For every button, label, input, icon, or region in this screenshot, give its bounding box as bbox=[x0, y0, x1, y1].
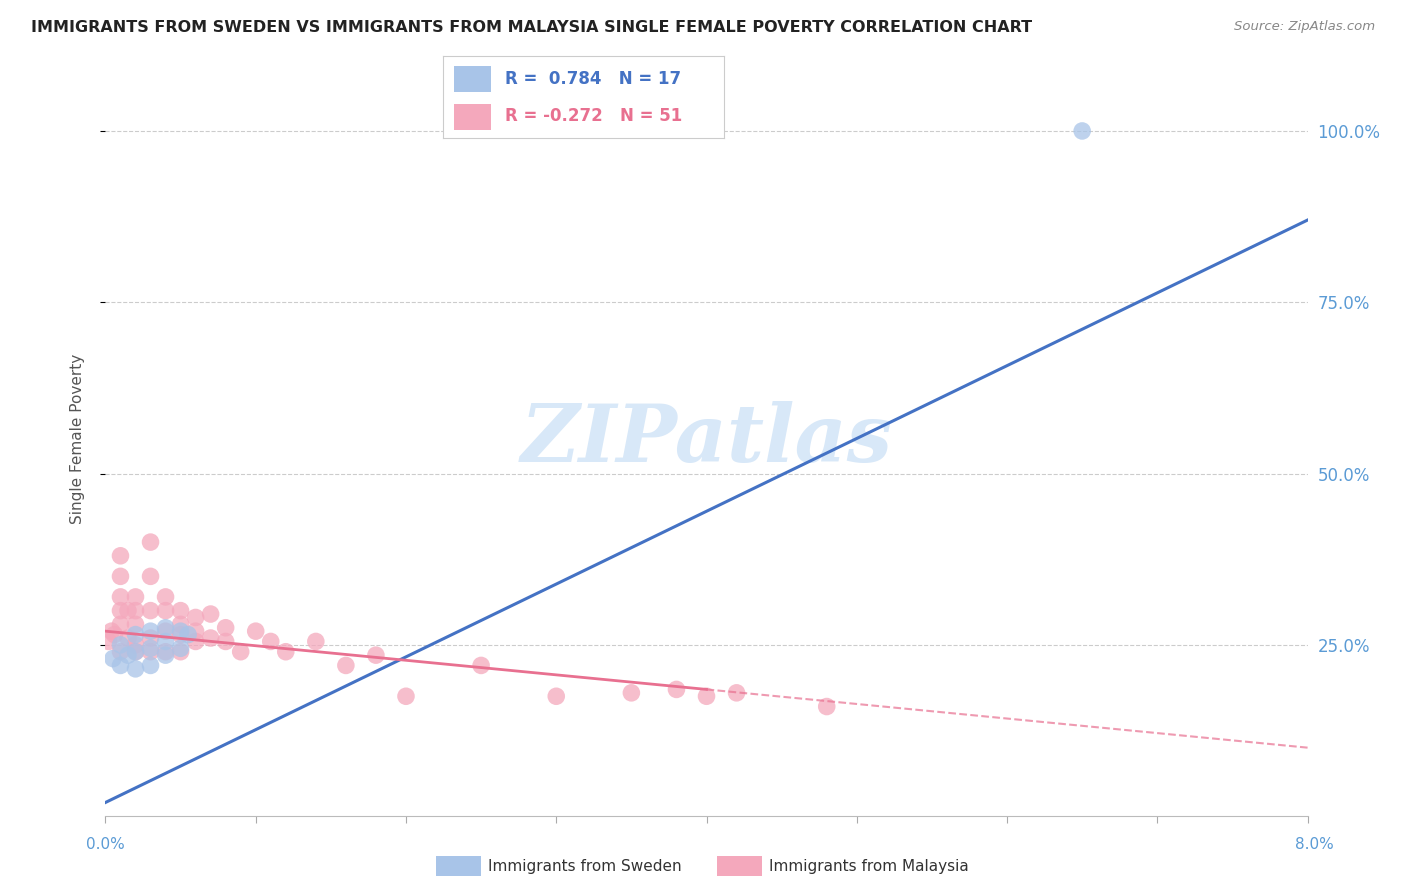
Point bbox=[229, 645, 252, 659]
Point bbox=[124, 617, 146, 632]
Point bbox=[169, 617, 191, 632]
Point bbox=[110, 569, 132, 583]
Point bbox=[155, 645, 177, 659]
Y-axis label: Single Female Poverty: Single Female Poverty bbox=[70, 354, 84, 524]
Text: IMMIGRANTS FROM SWEDEN VS IMMIGRANTS FROM MALAYSIA SINGLE FEMALE POVERTY CORRELA: IMMIGRANTS FROM SWEDEN VS IMMIGRANTS FRO… bbox=[31, 20, 1032, 35]
Bar bbox=[454, 103, 491, 130]
Point bbox=[117, 648, 139, 662]
Point bbox=[155, 648, 177, 662]
Point bbox=[124, 645, 146, 659]
Point bbox=[200, 631, 222, 645]
Point bbox=[169, 641, 191, 656]
Point bbox=[155, 590, 177, 604]
Point bbox=[696, 690, 718, 704]
Point bbox=[139, 641, 162, 656]
Point bbox=[155, 621, 177, 635]
Bar bbox=[454, 66, 491, 92]
Point bbox=[725, 686, 748, 700]
Text: ZIPatlas: ZIPatlas bbox=[520, 401, 893, 478]
Point bbox=[546, 690, 568, 704]
Text: 0.0%: 0.0% bbox=[86, 838, 125, 852]
Point bbox=[117, 631, 139, 645]
Point bbox=[139, 569, 162, 583]
Point bbox=[100, 624, 122, 639]
Point bbox=[274, 645, 297, 659]
Point bbox=[214, 634, 236, 648]
Point bbox=[155, 634, 177, 648]
Point bbox=[305, 634, 328, 648]
Point bbox=[169, 627, 191, 641]
Point bbox=[139, 631, 162, 645]
Point bbox=[110, 617, 132, 632]
Point bbox=[139, 624, 162, 639]
Point bbox=[139, 645, 162, 659]
Text: R =  0.784   N = 17: R = 0.784 N = 17 bbox=[505, 70, 681, 88]
Point bbox=[155, 624, 177, 639]
Point bbox=[214, 621, 236, 635]
Point bbox=[101, 651, 124, 665]
Point bbox=[665, 682, 688, 697]
Point bbox=[184, 634, 207, 648]
Point bbox=[97, 634, 120, 648]
Point bbox=[470, 658, 492, 673]
Point bbox=[117, 604, 139, 618]
Point bbox=[184, 624, 207, 639]
Point bbox=[260, 634, 283, 648]
Point bbox=[335, 658, 357, 673]
Point bbox=[110, 638, 132, 652]
Point bbox=[815, 699, 838, 714]
Point bbox=[110, 658, 132, 673]
Point bbox=[1071, 124, 1094, 138]
Point bbox=[124, 645, 146, 659]
Point bbox=[139, 535, 162, 549]
Point bbox=[245, 624, 267, 639]
Point bbox=[110, 645, 132, 659]
Text: Source: ZipAtlas.com: Source: ZipAtlas.com bbox=[1234, 20, 1375, 33]
Point bbox=[110, 549, 132, 563]
Text: Immigrants from Sweden: Immigrants from Sweden bbox=[488, 859, 682, 873]
Text: Immigrants from Malaysia: Immigrants from Malaysia bbox=[769, 859, 969, 873]
Point bbox=[169, 645, 191, 659]
Point bbox=[184, 610, 207, 624]
Point bbox=[620, 686, 643, 700]
Point bbox=[155, 604, 177, 618]
Point bbox=[124, 627, 146, 641]
Text: 8.0%: 8.0% bbox=[1295, 838, 1334, 852]
Text: R = -0.272   N = 51: R = -0.272 N = 51 bbox=[505, 107, 682, 125]
Point bbox=[169, 604, 191, 618]
Point bbox=[177, 627, 200, 641]
Point bbox=[169, 624, 191, 639]
Point bbox=[139, 658, 162, 673]
Point bbox=[124, 604, 146, 618]
Point bbox=[110, 590, 132, 604]
Point bbox=[139, 604, 162, 618]
Point bbox=[124, 662, 146, 676]
Point bbox=[395, 690, 418, 704]
Point bbox=[364, 648, 387, 662]
Point bbox=[103, 627, 125, 641]
Point bbox=[200, 607, 222, 621]
Point bbox=[124, 638, 146, 652]
Point bbox=[110, 604, 132, 618]
Point bbox=[124, 590, 146, 604]
